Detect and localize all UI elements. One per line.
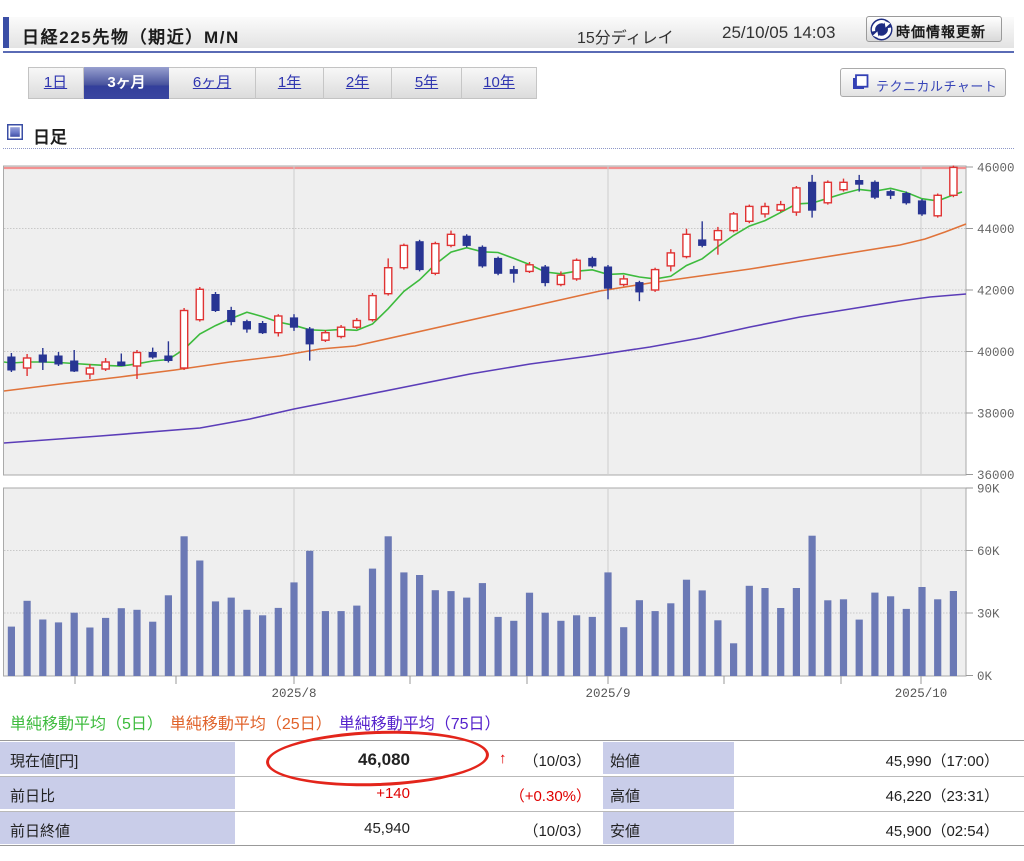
svg-text:2025/8: 2025/8 <box>271 687 316 701</box>
svg-text:90K: 90K <box>977 483 1000 497</box>
svg-text:44000: 44000 <box>977 223 1015 237</box>
svg-text:40000: 40000 <box>977 346 1015 360</box>
svg-text:46000: 46000 <box>977 162 1015 176</box>
svg-text:36000: 36000 <box>977 469 1015 483</box>
svg-text:30K: 30K <box>977 608 1000 622</box>
svg-text:60K: 60K <box>977 545 1000 559</box>
svg-text:2025/10: 2025/10 <box>895 687 948 701</box>
svg-text:0K: 0K <box>977 670 993 684</box>
svg-text:42000: 42000 <box>977 285 1015 299</box>
svg-text:38000: 38000 <box>977 408 1015 422</box>
svg-text:2025/9: 2025/9 <box>585 687 630 701</box>
